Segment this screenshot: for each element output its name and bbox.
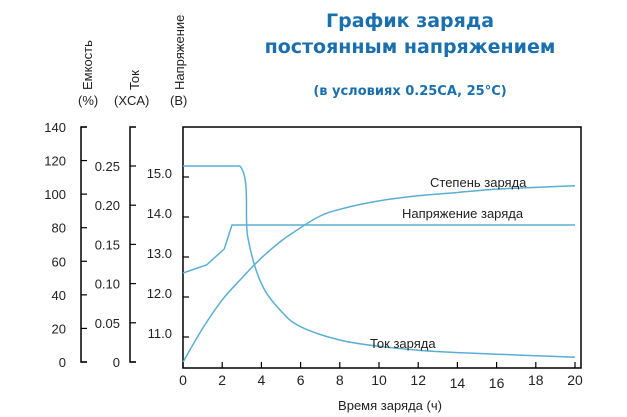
voltage-tick-label: 15.0 bbox=[147, 166, 172, 181]
capacity-tick-label: 140 bbox=[44, 120, 66, 135]
voltage-curve-label: Напряжение заряда bbox=[402, 206, 524, 221]
capacity-axis bbox=[80, 126, 87, 363]
capacity-tick-label: 40 bbox=[52, 288, 66, 303]
capacity-curve bbox=[182, 185, 576, 363]
current-curve bbox=[183, 165, 576, 359]
chart-title-line2: постоянным напряжением bbox=[264, 36, 556, 58]
current-tick-label: 0.25 bbox=[95, 159, 120, 174]
voltage-tick-label: 12.0 bbox=[147, 286, 172, 301]
x-tick-label: 4 bbox=[258, 372, 266, 388]
x-tick-label: 10 bbox=[371, 372, 387, 388]
capacity-axis-unit: (%) bbox=[78, 93, 99, 108]
x-tick-label: 0 bbox=[179, 372, 187, 388]
x-tick-label: 2 bbox=[218, 372, 226, 388]
chart-title-line1: График заряда bbox=[325, 10, 495, 32]
capacity-tick-label: 100 bbox=[44, 187, 66, 202]
voltage-tick-label: 11.0 bbox=[148, 326, 172, 341]
capacity-curve-label: Степень заряда bbox=[430, 175, 527, 190]
x-tick-label: 6 bbox=[297, 372, 305, 388]
capacity-tick-label: 20 bbox=[52, 321, 66, 336]
x-tick-label: 16 bbox=[489, 375, 505, 391]
x-tick-label: 8 bbox=[336, 372, 344, 388]
current-tick-label: 0.10 bbox=[95, 277, 120, 292]
current-tick-label: 0.15 bbox=[95, 237, 120, 252]
plot-frame bbox=[182, 126, 582, 369]
x-tick-label: 12 bbox=[410, 372, 426, 388]
current-tick-label: 0.05 bbox=[95, 316, 120, 331]
voltage-axis-unit: (B) bbox=[170, 93, 188, 108]
capacity-tick-label: 120 bbox=[44, 154, 66, 169]
voltage-curve bbox=[182, 224, 575, 274]
current-axis-unit: (XCA) bbox=[114, 93, 150, 108]
capacity-tick-label: 60 bbox=[52, 254, 66, 269]
current-curve-label: Ток заряда bbox=[370, 336, 436, 351]
current-tick-label: 0 bbox=[113, 355, 120, 370]
x-axis-label: Время заряда (ч) bbox=[338, 398, 442, 413]
voltage-tick-label: 14.0 bbox=[147, 206, 172, 221]
x-tick-label: 18 bbox=[528, 372, 544, 388]
chart-subtitle: (в условиях 0.25CA, 25°C) bbox=[313, 84, 507, 99]
capacity-tick-label: 80 bbox=[52, 221, 66, 236]
current-tick-label: 0.20 bbox=[95, 198, 120, 213]
capacity-tick-label: 0 bbox=[59, 355, 66, 370]
x-tick-label: 14 bbox=[450, 375, 466, 391]
x-tick-label: 20 bbox=[567, 372, 583, 388]
voltage-tick-label: 13.0 bbox=[147, 246, 172, 261]
